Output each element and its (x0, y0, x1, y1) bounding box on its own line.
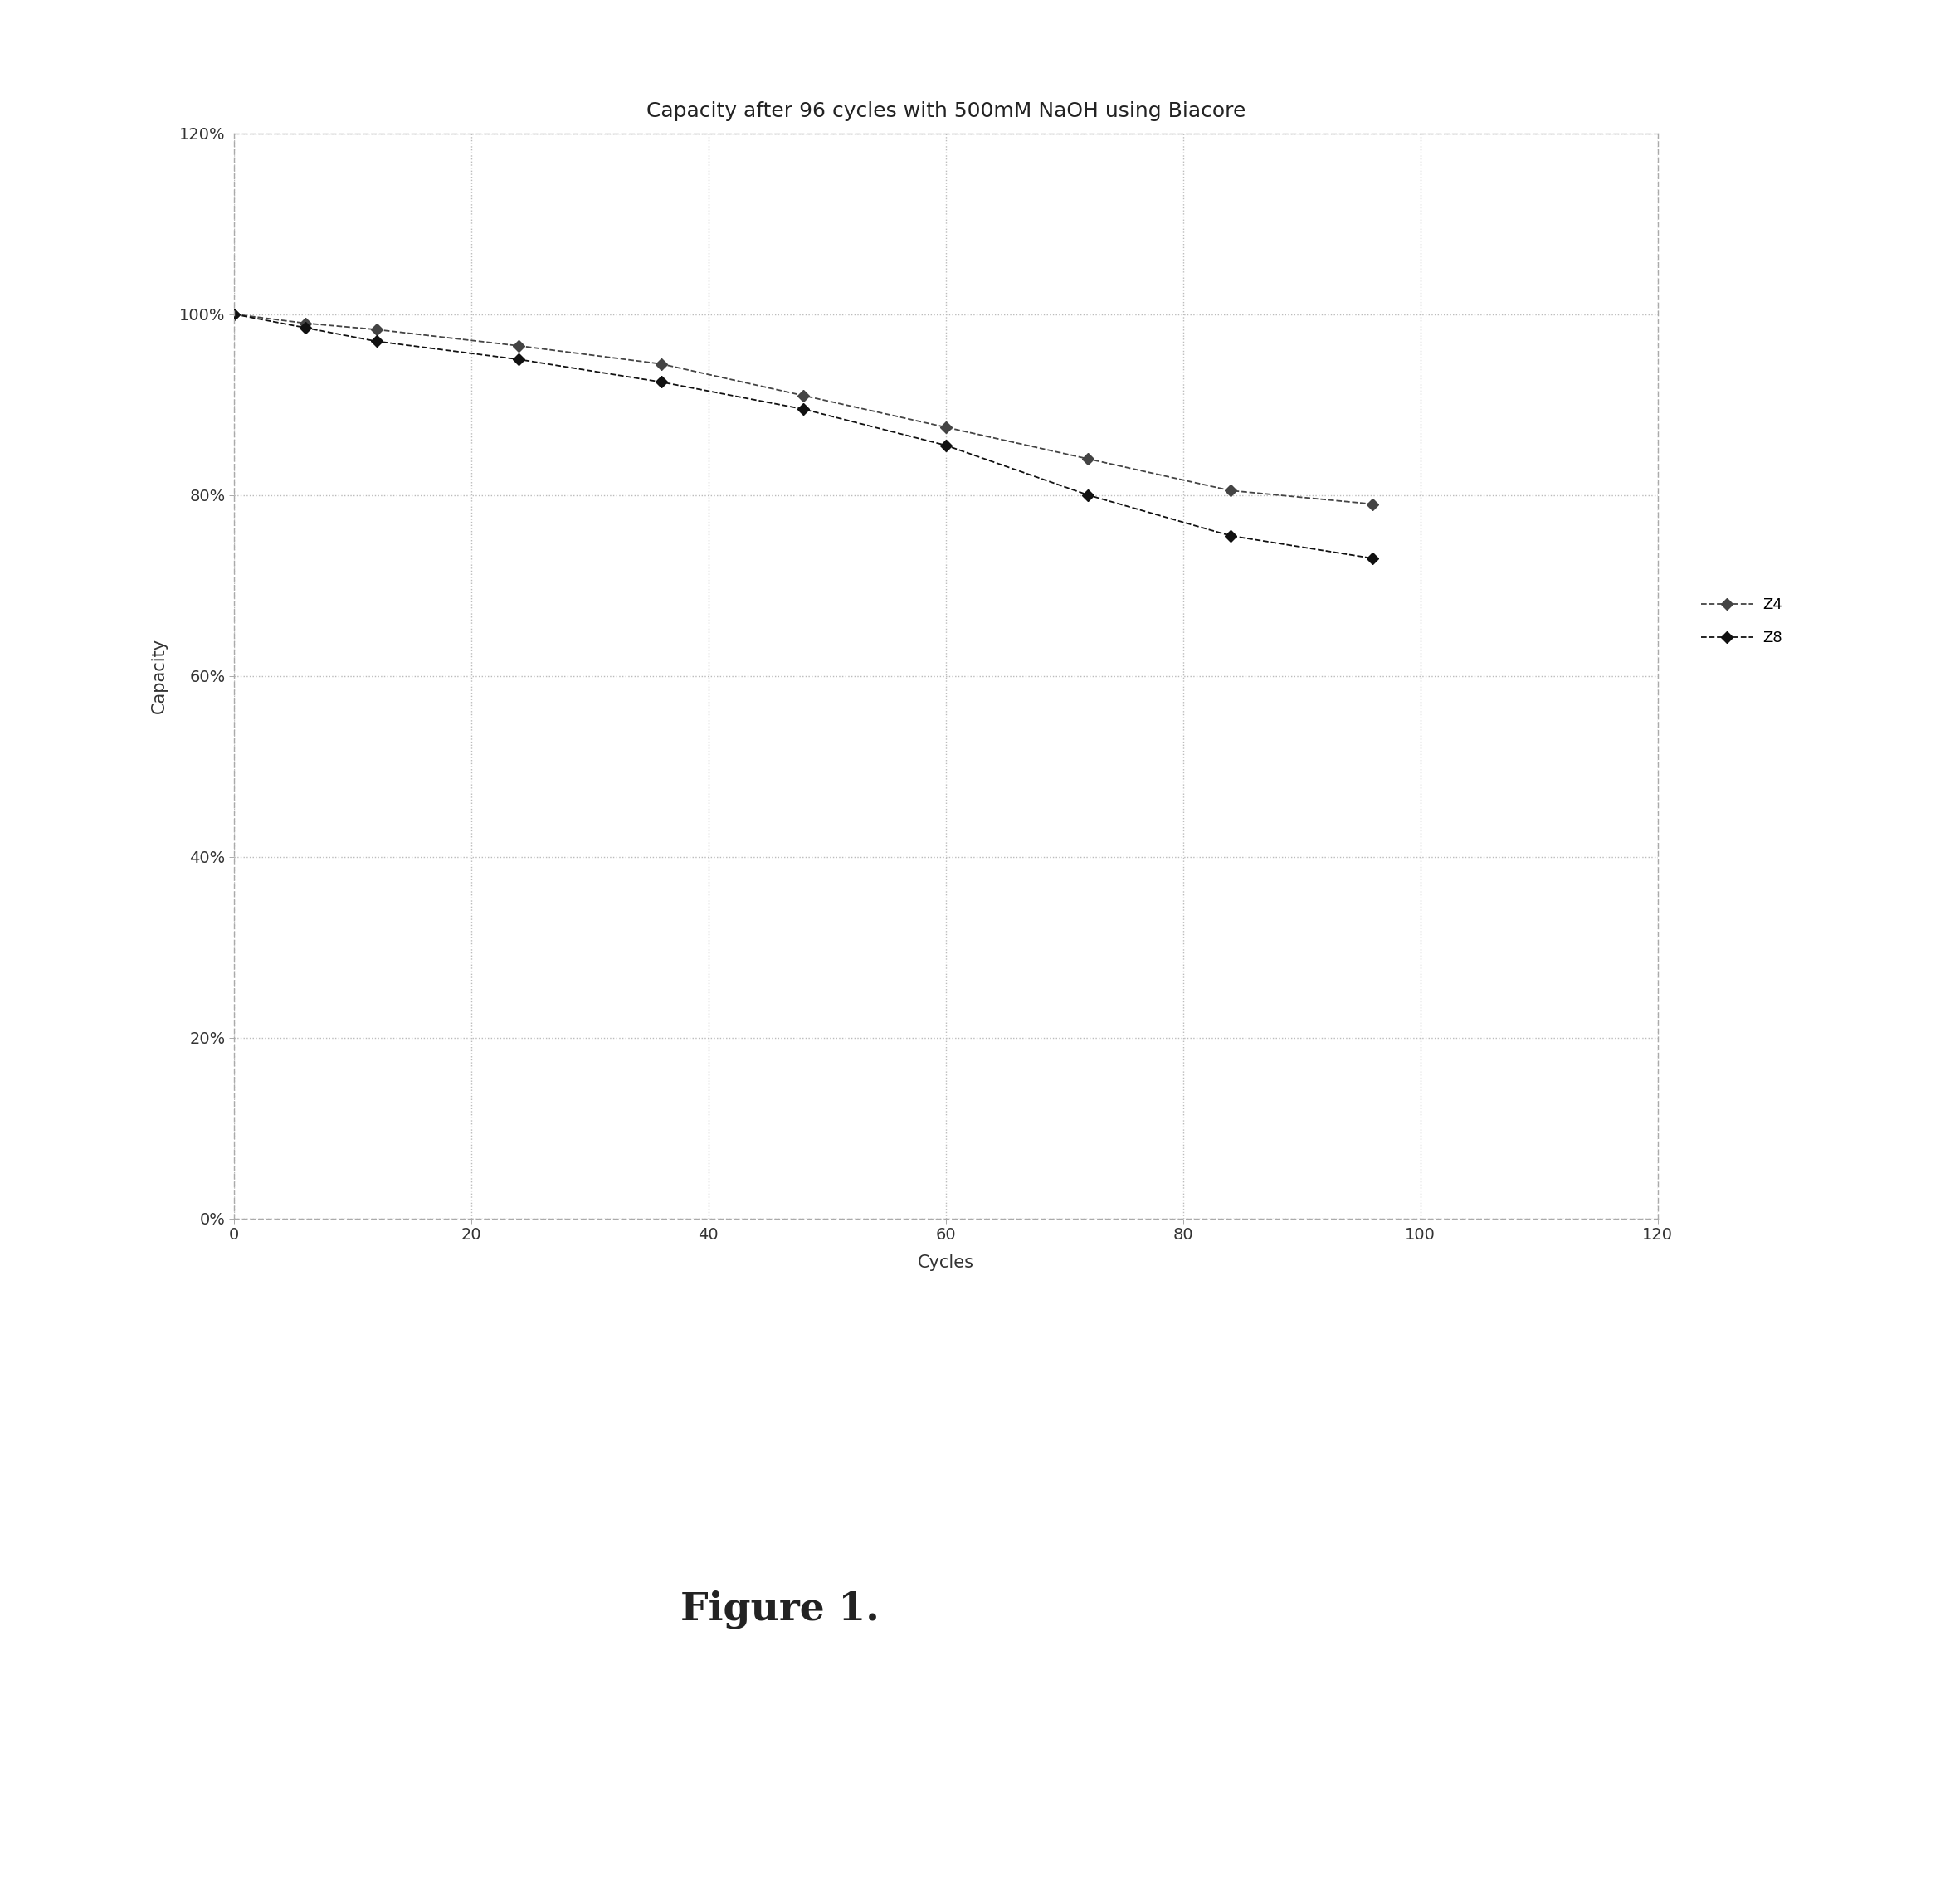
Z8 (1076, 484, 1100, 506)
Z4 (1219, 480, 1242, 503)
Line: Z8: Z8 (230, 310, 1377, 562)
Z4 (649, 352, 673, 375)
Z4 (1076, 447, 1100, 470)
Line: Z4: Z4 (230, 310, 1377, 508)
Z4 (792, 385, 815, 407)
Z8 (1219, 524, 1242, 546)
Z4 (1361, 493, 1384, 516)
Z8 (507, 348, 530, 371)
Z4 (292, 312, 316, 335)
Z4 (934, 415, 957, 438)
Z8 (222, 303, 246, 326)
Z4 (222, 303, 246, 326)
Z8 (934, 434, 957, 457)
Z8 (1361, 546, 1384, 569)
Z4 (365, 318, 388, 341)
Title: Capacity after 96 cycles with 500mM NaOH using Biacore: Capacity after 96 cycles with 500mM NaOH… (645, 101, 1246, 122)
Z8 (649, 371, 673, 394)
Y-axis label: Capacity: Capacity (150, 638, 168, 714)
Z8 (365, 329, 388, 352)
Z8 (792, 398, 815, 421)
Z8 (292, 316, 316, 339)
X-axis label: Cycles: Cycles (918, 1255, 973, 1272)
Legend: Z4, Z8: Z4, Z8 (1693, 590, 1790, 653)
Text: Figure 1.: Figure 1. (681, 1590, 879, 1628)
Z4 (507, 335, 530, 358)
